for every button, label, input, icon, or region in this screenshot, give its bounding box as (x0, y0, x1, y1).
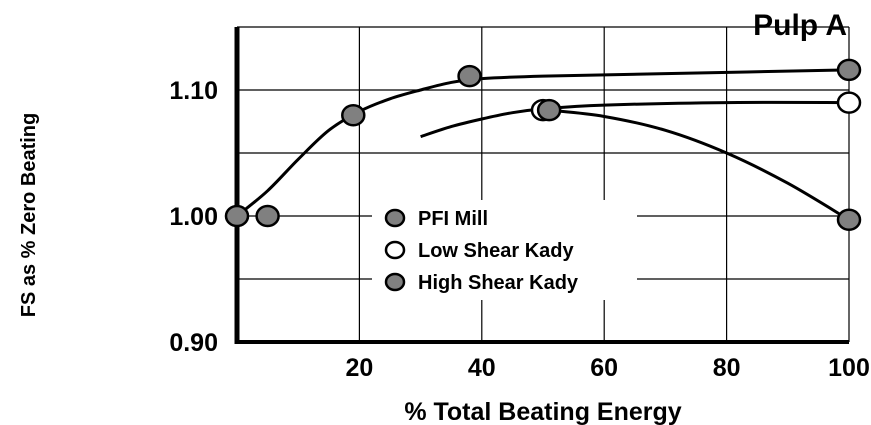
y-axis-title: FS as % Zero Beating (18, 113, 40, 318)
legend: PFI Mill Low Shear Kady High Shear Kady (372, 200, 637, 300)
data-point-pfi-mill (224, 204, 250, 228)
series-curves (236, 68, 850, 222)
y-tick-label: 1.00 (169, 203, 218, 231)
x-tick-label: 100 (828, 354, 870, 382)
axes (234, 27, 849, 344)
chart-title: Pulp A (753, 9, 847, 42)
data-point-low-shear-kady (836, 91, 862, 114)
x-tick-label: 20 (345, 354, 373, 382)
series-line-pfi-mill (236, 68, 850, 218)
data-point-pfi-mill (341, 103, 366, 127)
x-tick-label: 40 (468, 354, 496, 382)
data-point-pfi-mill (457, 64, 482, 88)
data-point-pfi-mill (255, 204, 280, 228)
series-line-high-shear-kady (548, 108, 850, 222)
data-point-pfi-mill (836, 58, 862, 82)
legend-marker-low-shear-kady (384, 240, 406, 260)
legend-background (372, 200, 637, 300)
y-tick-label: 1.10 (169, 77, 218, 105)
legend-label-high-shear-kady: High Shear Kady (418, 272, 579, 294)
y-tick-labels: 0.90 1.00 1.10 (169, 77, 218, 357)
legend-label-low-shear-kady: Low Shear Kady (418, 240, 574, 262)
x-tick-label: 80 (713, 354, 741, 382)
series-line-low-shear-kady (420, 100, 850, 139)
data-point-high-shear-kady (836, 208, 862, 232)
data-point-high-shear-kady (536, 98, 562, 122)
legend-marker-high-shear-kady (384, 272, 406, 292)
y-tick-label: 0.90 (169, 329, 218, 357)
x-axis-title: % Total Beating Energy (404, 398, 681, 425)
legend-label-pfi-mill: PFI Mill (418, 208, 488, 230)
x-tick-labels: 20 40 60 80 100 (345, 354, 869, 382)
data-points (224, 58, 862, 232)
x-tick-label: 60 (590, 354, 618, 382)
legend-marker-pfi-mill (384, 208, 406, 228)
